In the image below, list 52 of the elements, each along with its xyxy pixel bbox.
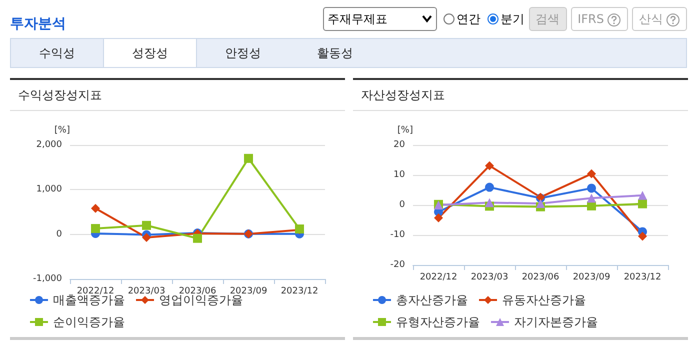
legend-label: 총자산증가율: [396, 293, 468, 307]
text: 주재무제표: [328, 11, 388, 28]
legend-label: 유동자산증가율: [502, 293, 586, 307]
x-tick-label: 2023/03: [470, 272, 508, 282]
point: [193, 234, 202, 243]
point: [142, 220, 151, 230]
legend-label: 순이익증가율: [53, 315, 125, 329]
chart-title: 수익성장성지표: [10, 80, 345, 111]
x-tick-label: 2022/12: [420, 272, 458, 282]
text: 산식: [632, 7, 687, 31]
text: 분기: [500, 10, 525, 28]
y-tick-label: 20: [394, 140, 406, 150]
legend-label: 유형자산증가율: [396, 315, 480, 329]
y-tick-label: 0: [399, 200, 406, 210]
y-tick-label: 0: [56, 229, 62, 240]
text: 검색: [528, 7, 567, 31]
x-tick-label: 2023/06: [522, 272, 560, 282]
text: 수익성: [38, 45, 76, 62]
text: 활동성: [316, 45, 354, 62]
point: [485, 198, 494, 208]
point: [638, 232, 647, 241]
point: [587, 184, 596, 193]
y-tick-label: 2,000: [36, 140, 62, 150]
text: 투자분석: [10, 15, 66, 33]
point: [485, 161, 494, 170]
x-tick-label: 2023/12: [280, 286, 318, 296]
y-tick-label: 1,000: [36, 184, 62, 195]
point: [244, 154, 253, 163]
y-tick-label: -10: [390, 230, 406, 240]
point: [536, 199, 545, 208]
y-tick-label: 10: [394, 170, 406, 180]
y-axis-title: [%]: [54, 126, 70, 136]
chart-title: 자산성장성지표: [353, 80, 688, 111]
point: [142, 232, 151, 242]
text: 성장성: [103, 39, 197, 67]
text: 안정성: [224, 45, 262, 62]
x-tick-label: 2023/12: [624, 272, 662, 282]
point: [91, 224, 100, 234]
point: [638, 199, 647, 208]
legend-label: 자기자본증가율: [514, 315, 598, 329]
y-tick-label: -1,000: [32, 274, 62, 284]
point: [485, 182, 494, 192]
text: 연간: [456, 10, 481, 28]
x-tick-label: 2023/09: [572, 272, 610, 282]
y-axis-title: [%]: [397, 126, 413, 136]
point: [91, 204, 100, 213]
text: IFRS: [570, 7, 628, 31]
y-tick-label: -20: [390, 260, 406, 270]
point: [587, 194, 596, 203]
point: [434, 213, 443, 222]
point: [638, 190, 647, 200]
point: [587, 169, 596, 178]
